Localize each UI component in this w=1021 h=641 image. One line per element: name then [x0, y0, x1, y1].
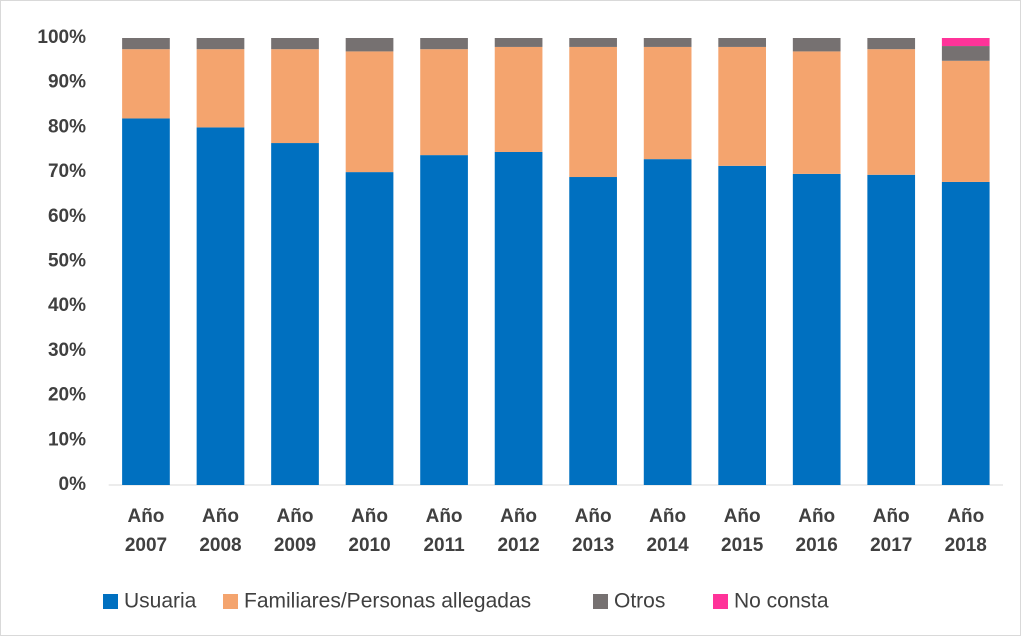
bar-segment — [941, 38, 990, 47]
y-tick-label: 90% — [48, 72, 86, 93]
x-tick-label: Año 2010 — [348, 506, 390, 556]
y-tick-label: 70% — [48, 161, 86, 182]
y-tick-label: 20% — [48, 385, 86, 406]
y-tick-label: 100% — [37, 27, 86, 48]
x-tick-label: Año 2018 — [945, 506, 987, 556]
bar-segment — [196, 127, 245, 486]
bar-segment — [345, 51, 394, 173]
bar-segment — [569, 46, 617, 178]
bar-segment — [867, 38, 916, 50]
bar-segment — [420, 155, 468, 485]
legend-swatch — [593, 594, 608, 609]
bar-segment — [494, 38, 543, 47]
x-tick-label: Año 2013 — [572, 506, 614, 556]
bar-segment — [271, 143, 319, 486]
bar-segment — [494, 151, 543, 486]
bar-segment — [271, 38, 319, 50]
y-tick-label: 60% — [48, 206, 86, 227]
bar-segment — [122, 49, 170, 119]
bar-segment — [569, 38, 617, 47]
x-tick-label: Año 2017 — [870, 506, 912, 556]
x-tick-label: Año 2016 — [796, 506, 838, 556]
bar-segment — [718, 165, 767, 486]
y-tick-label: 40% — [48, 295, 86, 316]
bar-segment — [122, 38, 170, 50]
bar-segment — [941, 46, 990, 61]
y-tick-label: 80% — [48, 116, 86, 137]
x-tick-label: Año 2015 — [721, 506, 764, 556]
y-tick-label: 30% — [48, 340, 86, 361]
bar-segment — [941, 60, 990, 182]
bar-segment — [643, 38, 692, 47]
legend-swatch — [103, 594, 118, 609]
legend-swatch — [713, 594, 728, 609]
x-tick-label: Año 2012 — [497, 506, 539, 556]
bar-segment — [569, 177, 617, 485]
bar-segment — [420, 38, 468, 50]
y-tick-label: 50% — [48, 251, 86, 272]
bar-segment — [792, 38, 841, 52]
bar-segment — [718, 38, 767, 47]
bar-segment — [792, 173, 841, 485]
x-tick-label: Año 2011 — [423, 506, 465, 556]
legend-label: No consta — [734, 590, 829, 613]
bar-segment — [643, 159, 692, 485]
legend-label: Otros — [614, 590, 665, 613]
bar-segment — [941, 181, 990, 485]
bar-segment — [345, 172, 394, 485]
bar-segment — [345, 38, 394, 52]
bar-segment — [867, 49, 916, 175]
x-tick-label: Año 2008 — [199, 506, 241, 556]
bar-segment — [792, 51, 841, 174]
legend-label: Usuaria — [124, 590, 197, 613]
y-tick-label: 0% — [59, 474, 87, 495]
bar-segment — [494, 46, 543, 152]
bar-segment — [271, 49, 319, 144]
x-tick-label: Año 2007 — [125, 506, 167, 556]
bar-segment — [122, 118, 170, 486]
x-tick-label: Año 2014 — [646, 506, 689, 556]
legend-swatch — [223, 594, 238, 609]
bar-segment — [718, 46, 767, 166]
bar-segment — [196, 49, 245, 128]
bar-segment — [420, 49, 468, 156]
legend-label: Familiares/Personas allegadas — [244, 590, 531, 613]
y-tick-label: 10% — [48, 429, 86, 450]
bar-segment — [196, 38, 245, 50]
bar-segment — [867, 174, 916, 486]
bar-segment — [643, 46, 692, 160]
x-tick-label: Año 2009 — [274, 506, 316, 556]
